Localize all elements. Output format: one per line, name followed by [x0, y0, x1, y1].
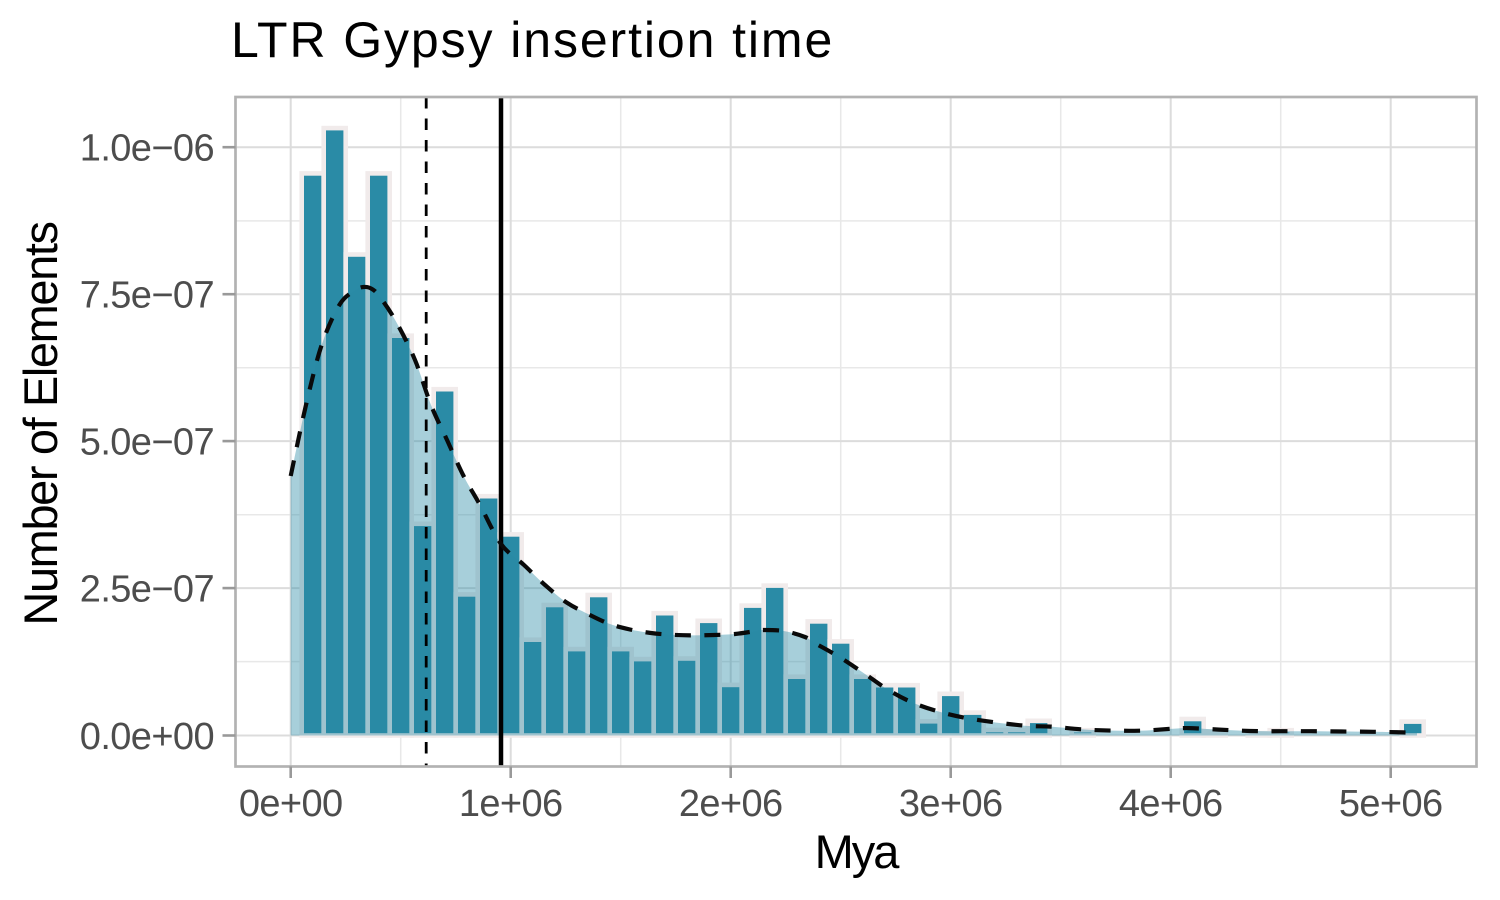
svg-text:4e+06: 4e+06 [1119, 783, 1223, 825]
svg-text:5e+06: 5e+06 [1339, 783, 1443, 825]
svg-text:LTR Gypsy insertion time: LTR Gypsy insertion time [231, 12, 834, 68]
svg-text:0.0e+00: 0.0e+00 [80, 716, 214, 758]
svg-text:1.0e−06: 1.0e−06 [80, 128, 214, 170]
svg-text:5.0e−07: 5.0e−07 [80, 422, 214, 464]
svg-text:Number of Elements: Number of Elements [14, 222, 67, 625]
svg-text:Mya: Mya [815, 825, 901, 878]
svg-text:2.5e−07: 2.5e−07 [80, 569, 214, 611]
svg-text:0e+00: 0e+00 [239, 783, 343, 825]
svg-text:2e+06: 2e+06 [679, 783, 783, 825]
svg-text:3e+06: 3e+06 [899, 783, 1003, 825]
svg-text:1e+06: 1e+06 [459, 783, 563, 825]
svg-text:7.5e−07: 7.5e−07 [80, 275, 214, 317]
